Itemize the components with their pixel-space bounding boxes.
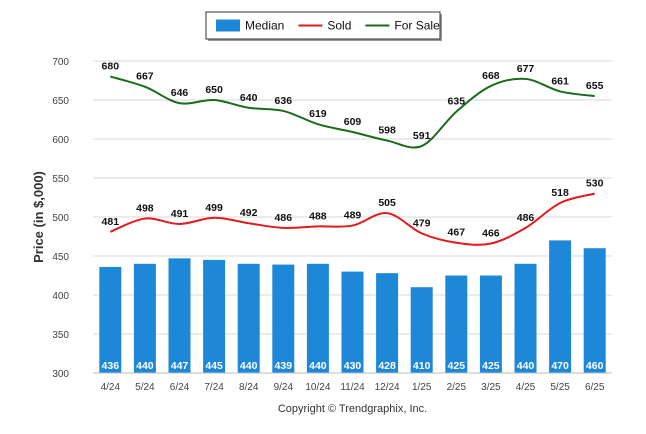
median-bar-label: 439 [275,360,293,372]
for-sale-data-label: 677 [517,63,535,75]
x-tick-label: 4/25 [516,382,536,393]
sold-data-label: 486 [275,212,293,224]
for-sale-data-label: 619 [309,108,327,120]
y-tick-label: 450 [52,252,69,263]
sold-data-label: 492 [240,207,258,219]
median-bar [306,263,329,373]
for-sale-data-label: 591 [413,130,431,142]
median-bar-label: 430 [344,360,362,372]
x-tick-label: 6/25 [585,382,605,393]
y-tick-label: 700 [52,57,69,68]
y-axis-label: Price (in $,000) [31,171,46,263]
sold-data-label: 467 [448,227,466,239]
x-tick-label: 5/25 [550,382,570,393]
median-bar [410,287,433,373]
for-sale-data-label: 650 [205,84,223,96]
sold-data-label: 505 [378,197,396,209]
for-sale-data-label: 636 [275,95,293,107]
median-bar [376,273,399,373]
median-bar-label: 440 [240,360,258,372]
for-sale-data-label: 640 [240,92,258,104]
x-tick-label: 2/25 [447,382,467,393]
for-sale-data-label: 598 [378,125,396,137]
median-bar-label: 447 [171,360,189,372]
median-bar-label: 445 [205,360,223,372]
median-bar [583,248,606,373]
y-tick-label: 300 [52,369,69,380]
median-bar [168,258,191,373]
sold-data-label: 481 [102,216,120,228]
median-bar-label: 470 [551,360,569,372]
y-tick-label: 600 [52,135,69,146]
x-tick-label: 10/24 [305,382,330,393]
y-tick-label: 400 [52,291,69,302]
median-bar-label: 428 [378,360,396,372]
median-bar [445,275,468,373]
median-bar [99,266,122,373]
for-sale-data-label: 646 [171,87,189,99]
y-tick-label: 500 [52,213,69,224]
x-tick-label: 3/25 [481,382,501,393]
for-sale-data-label: 667 [136,71,154,83]
x-tick-label: 11/24 [340,382,365,393]
sold-data-label: 491 [171,208,189,220]
x-tick-label: 8/24 [239,382,259,393]
for-sale-data-label: 609 [344,116,362,128]
x-tick-label: 4/24 [101,382,121,393]
x-tick-label: 5/24 [135,382,155,393]
copyright-text: Copyright © Trendgraphix, Inc. [278,403,427,415]
sold-data-label: 518 [551,187,569,199]
median-bar-label: 440 [309,360,327,372]
sold-data-label: 489 [344,210,362,222]
x-tick-label: 1/25 [412,382,432,393]
median-bar-label: 410 [413,360,431,372]
for-sale-data-label: 680 [102,61,120,73]
median-bar-label: 440 [136,360,154,372]
for-sale-data-label: 635 [448,96,466,108]
sold-data-label: 466 [482,228,500,240]
legend-swatch-median [216,19,240,32]
x-tick-label: 12/24 [375,382,400,393]
median-bar-label: 425 [448,360,466,372]
median-bar [133,263,156,373]
for-sale-data-label: 661 [551,75,569,87]
sold-line [109,192,595,246]
legend-label-sold: Sold [327,19,351,33]
median-bar-label: 460 [586,360,604,372]
legend-box [205,11,441,40]
median-bar-label: 436 [102,360,120,372]
median-bar [272,264,295,373]
median-bar-label: 440 [517,360,535,372]
sold-data-label: 479 [413,217,431,229]
median-bar [514,263,537,373]
y-tick-label: 650 [52,96,69,107]
for-sale-data-label: 668 [482,70,500,82]
median-bar [203,259,226,373]
y-tick-label: 350 [52,330,69,341]
sold-data-label: 499 [205,202,223,214]
x-tick-label: 9/24 [274,382,294,393]
legend-label-median: Median [245,19,284,33]
median-bar [237,263,260,373]
x-tick-label: 7/24 [204,382,224,393]
median-bar [479,275,502,373]
x-tick-label: 6/24 [170,382,190,393]
legend-label-for-sale: For Sale [394,19,440,33]
sold-data-label: 488 [309,210,327,222]
sold-data-label: 530 [586,178,604,190]
y-tick-label: 550 [52,174,69,185]
median-bar [549,240,572,373]
sold-data-label: 486 [517,212,535,224]
median-bar-label: 425 [482,360,500,372]
median-bar [341,271,364,373]
sold-data-label: 498 [136,203,154,215]
for-sale-line [110,75,595,149]
for-sale-data-label: 655 [586,80,604,92]
